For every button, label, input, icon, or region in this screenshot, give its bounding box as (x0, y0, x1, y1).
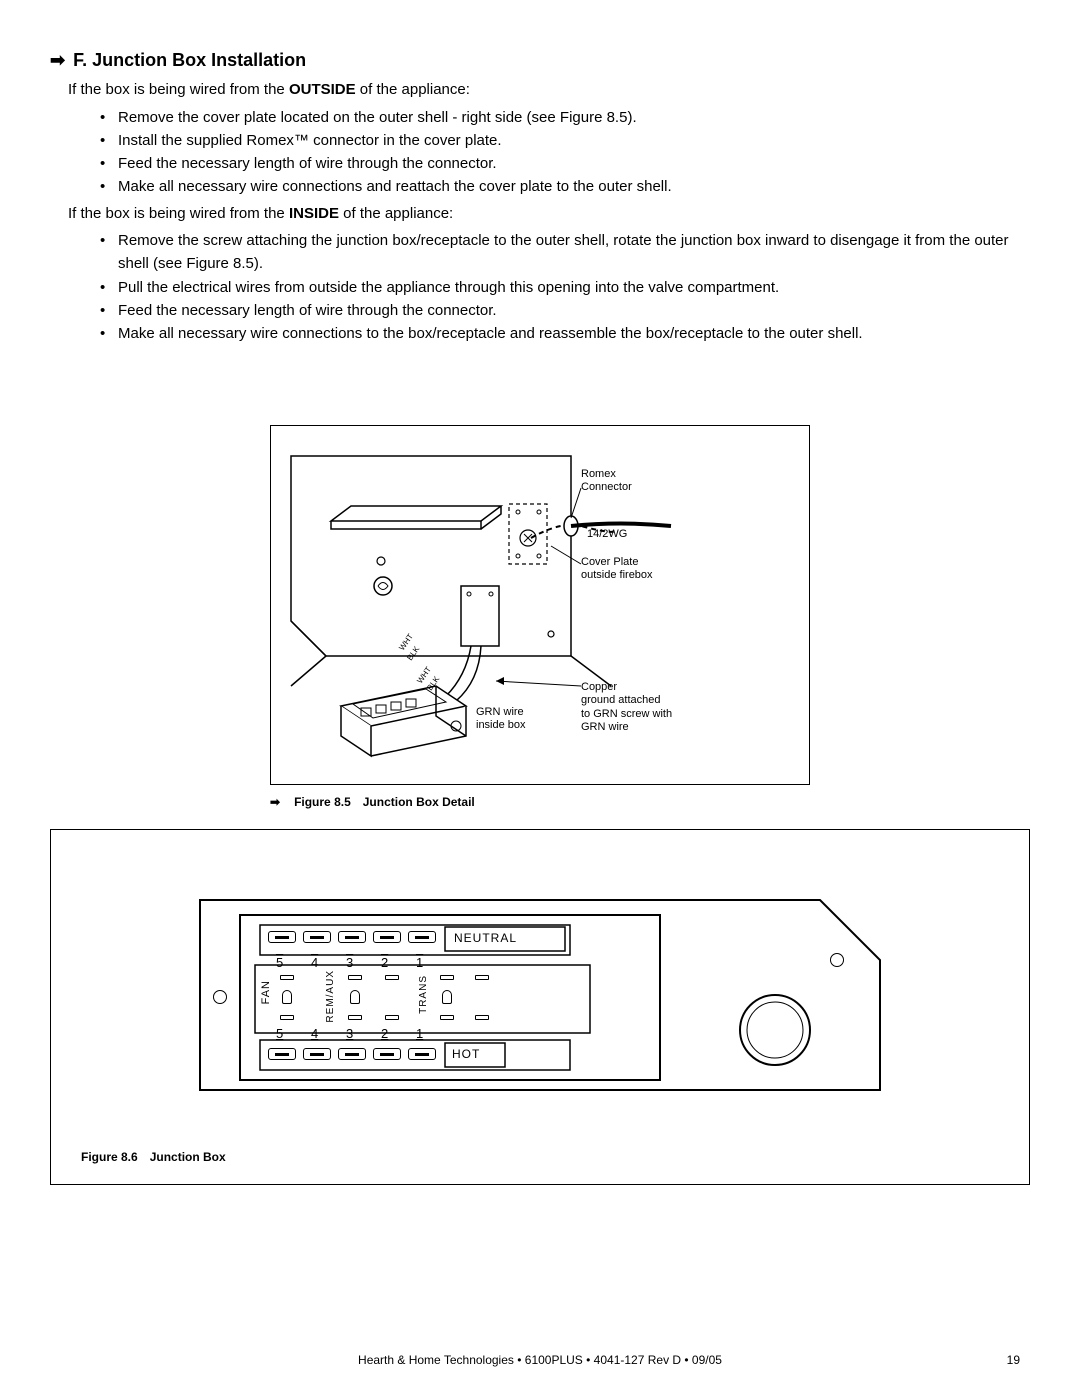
num-label: 3 (346, 1026, 353, 1041)
terminal-icon (303, 931, 331, 943)
outlet-slot-icon (280, 975, 294, 980)
num-label: 5 (276, 1026, 283, 1041)
label-remaux: REM/AUX (325, 970, 336, 1023)
label-grn: GRN wire inside box (476, 706, 526, 732)
terminal-icon (408, 931, 436, 943)
num-label: 5 (276, 955, 283, 970)
outlet-ground-icon (350, 990, 360, 1004)
terminal-icon (338, 931, 366, 943)
outlet-slot-icon (475, 1015, 489, 1020)
list-item: Make all necessary wire connections to t… (100, 322, 1030, 345)
list-item: Pull the electrical wires from outside t… (100, 276, 1030, 299)
figure-8-6-caption: Figure 8.6 Junction Box (81, 1150, 999, 1164)
terminal-icon (338, 1048, 366, 1060)
intro-outside-post: of the appliance: (356, 81, 470, 98)
label-neutral: NEUTRAL (454, 931, 517, 945)
list-item: Feed the necessary length of wire throug… (100, 152, 1030, 175)
heading-text: F. Junction Box Installation (73, 50, 306, 71)
intro-inside-pre: If the box is being wired from the (68, 205, 289, 222)
terminal-icon (373, 1048, 401, 1060)
page-footer: Hearth & Home Technologies • 6100PLUS • … (0, 1353, 1080, 1367)
terminal-icon (268, 1048, 296, 1060)
arrow-right-icon: ➡ (270, 795, 280, 809)
figure-8-5: WHT BLK WHT BLK Romex Connector 14/2WG C… (270, 425, 810, 809)
num-label: 4 (311, 1026, 318, 1041)
label-cover: Cover Plate outside firebox (581, 556, 653, 582)
intro-inside-post: of the appliance: (339, 205, 453, 222)
list-item: Install the supplied Romex™ connector in… (100, 129, 1030, 152)
outlet-slot-icon (440, 975, 454, 980)
terminal-icon (373, 931, 401, 943)
num-label: 3 (346, 955, 353, 970)
fig85-title: Junction Box Detail (363, 795, 475, 809)
terminal-icon (268, 931, 296, 943)
junction-box-svg (190, 880, 890, 1110)
label-romex: Romex Connector (581, 468, 632, 494)
intro-outside-pre: If the box is being wired from the (68, 81, 289, 98)
label-copper: Copper ground attached to GRN screw with… (581, 681, 672, 734)
figure-8-6: NEUTRAL 5 4 3 2 1 FAN REM/AUX TRANS 5 4 … (50, 829, 1030, 1185)
num-label: 1 (416, 1026, 423, 1041)
list-item: Remove the screw attaching the junction … (100, 229, 1030, 276)
list-item: Make all necessary wire connections and … (100, 175, 1030, 198)
outlet-slot-icon (348, 1015, 362, 1020)
fig85-num: Figure 8.5 (294, 795, 351, 809)
outlet-ground-icon (442, 990, 452, 1004)
outlet-slot-icon (440, 1015, 454, 1020)
outlet-slot-icon (348, 975, 362, 980)
intro-outside: If the box is being wired from the OUTSI… (68, 79, 1030, 102)
list-item: Feed the necessary length of wire throug… (100, 299, 1030, 322)
bullets-outside: Remove the cover plate located on the ou… (100, 106, 1030, 199)
label-fan: FAN (260, 980, 272, 1004)
fig86-title: Junction Box (150, 1150, 226, 1164)
num-label: 2 (381, 955, 388, 970)
intro-inside-bold: INSIDE (289, 205, 339, 222)
label-wg: 14/2WG (587, 528, 627, 541)
num-label: 4 (311, 955, 318, 970)
figure-8-5-caption: ➡ Figure 8.5 Junction Box Detail (270, 795, 810, 809)
arrow-right-icon: ➡ (50, 50, 65, 71)
junction-box-detail-svg: WHT BLK WHT BLK (271, 426, 810, 785)
page-number: 19 (1007, 1353, 1020, 1367)
label-hot: HOT (452, 1047, 480, 1061)
section-heading: ➡ F. Junction Box Installation (50, 50, 1030, 71)
terminal-icon (303, 1048, 331, 1060)
terminal-icon (408, 1048, 436, 1060)
num-label: 1 (416, 955, 423, 970)
outlet-ground-icon (282, 990, 292, 1004)
intro-outside-bold: OUTSIDE (289, 81, 356, 98)
outlet-slot-icon (280, 1015, 294, 1020)
list-item: Remove the cover plate located on the ou… (100, 106, 1030, 129)
label-trans: TRANS (418, 975, 429, 1014)
outlet-slot-icon (385, 975, 399, 980)
outlet-slot-icon (385, 1015, 399, 1020)
bullets-inside: Remove the screw attaching the junction … (100, 229, 1030, 345)
num-label: 2 (381, 1026, 388, 1041)
intro-inside: If the box is being wired from the INSID… (68, 203, 1030, 226)
outlet-slot-icon (475, 975, 489, 980)
figure-8-5-diagram: WHT BLK WHT BLK Romex Connector 14/2WG C… (270, 425, 810, 785)
figure-8-6-diagram: NEUTRAL 5 4 3 2 1 FAN REM/AUX TRANS 5 4 … (190, 880, 890, 1110)
fig86-num: Figure 8.6 (81, 1150, 138, 1164)
